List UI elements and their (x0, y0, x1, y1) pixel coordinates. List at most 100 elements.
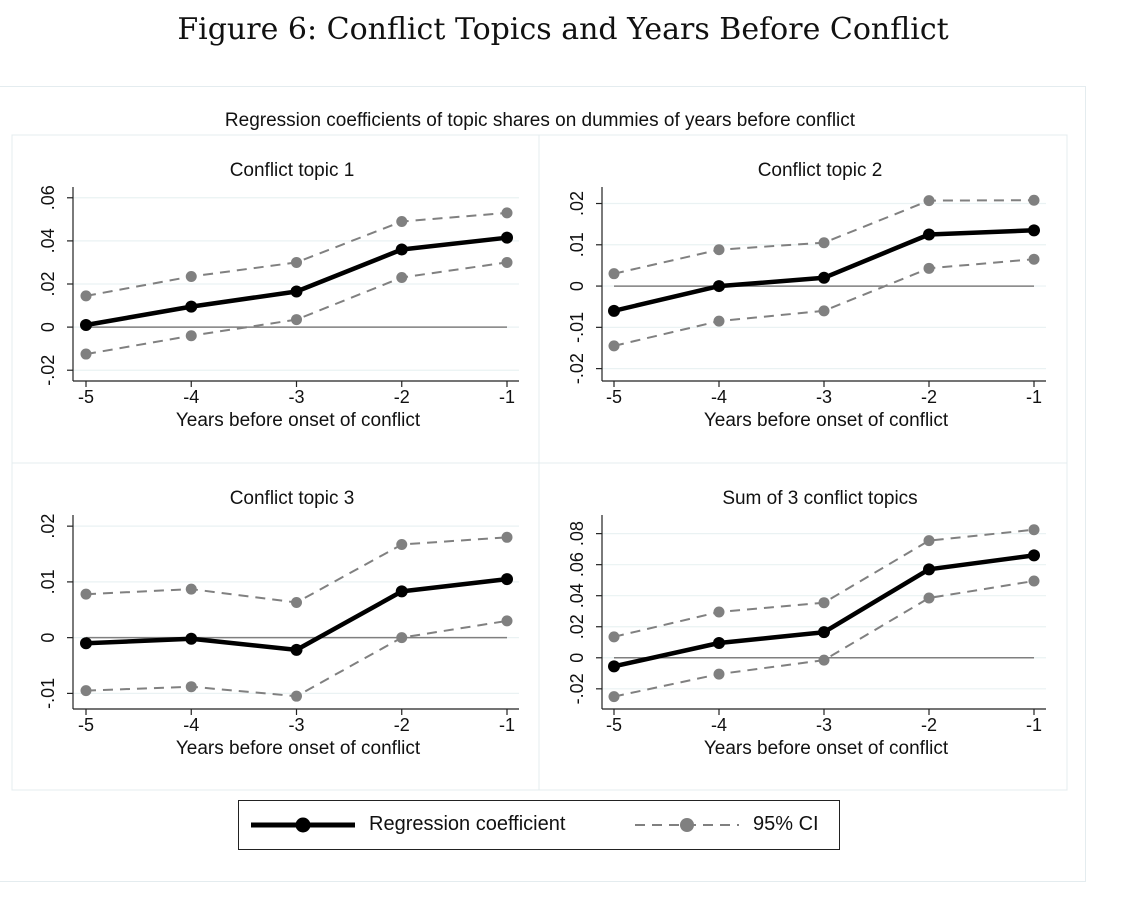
point-coefficient (501, 573, 513, 586)
panel-3: Conflict topic 3 -.01 0 .01 .02 -5 -4 -3 -2 -1 Yea… (11, 462, 540, 791)
point-ci (291, 314, 302, 326)
y-tick-label: .02 (38, 271, 58, 296)
x-axis-title: Years before onset of conflict (176, 410, 421, 431)
point-ci (80, 348, 92, 360)
panel-title: Sum of 3 conflict topics (722, 488, 917, 509)
point-ci (923, 195, 935, 207)
point-coefficient (923, 228, 935, 241)
point-ci (713, 315, 725, 327)
y-tick-label: 0 (38, 322, 58, 332)
point-ci (1028, 575, 1040, 587)
y-tick-label: -.01 (567, 312, 587, 343)
panel-2: Conflict topic 2 -.02 -.01 0 .01 .02 -5 -4 -3 -2 -… (538, 134, 1068, 464)
figure-title: Figure 6: Conflict Topics and Years Befo… (177, 12, 949, 47)
legend-item-ci: 95% CI (635, 801, 819, 848)
y-tick-label: -.02 (567, 673, 587, 704)
x-tick-label: -1 (1026, 715, 1042, 735)
y-tick-label: .02 (38, 514, 58, 539)
panel-border (11, 462, 540, 791)
x-tick-label: -1 (499, 715, 515, 735)
legend-swatch-coefficient (251, 817, 355, 832)
point-ci (713, 606, 725, 618)
legend-swatch-ci (635, 817, 739, 832)
point-ci (1028, 194, 1040, 206)
point-coefficient (395, 243, 408, 256)
point-ci (1028, 253, 1040, 265)
point-ci (923, 262, 935, 274)
x-tick-label: -3 (288, 715, 304, 735)
y-tick-label: -.01 (38, 678, 58, 709)
x-tick-label: -2 (921, 715, 937, 735)
point-coefficient (608, 660, 620, 673)
point-ci (185, 681, 197, 693)
x-tick-label: -4 (183, 715, 199, 735)
panel-1: Conflict topic 1 -.02 0 .02 .04 .06 -5 -4 -3 -2 -1… (11, 134, 540, 464)
x-tick-label: -3 (816, 387, 832, 407)
legend-label-coefficient: Regression coefficient (369, 813, 566, 835)
point-ci (608, 691, 620, 703)
x-tick-label: -2 (921, 387, 937, 407)
point-coefficient (818, 271, 830, 284)
point-ci (291, 690, 302, 702)
x-tick-label: -5 (606, 715, 622, 735)
x-tick-label: -2 (394, 387, 410, 407)
point-coefficient (818, 626, 830, 639)
x-tick-label: -5 (78, 387, 94, 407)
point-ci (501, 615, 513, 627)
x-axis-title: Years before onset of conflict (704, 410, 949, 431)
point-ci (291, 256, 302, 268)
point-ci (396, 215, 408, 227)
point-ci (396, 632, 408, 644)
panel-4: Sum of 3 conflict topics -.02 0 .02 .04 .06 .0… (538, 462, 1068, 791)
y-tick-label: .04 (38, 228, 58, 253)
point-ci (185, 330, 197, 342)
panel-title: Conflict topic 3 (230, 488, 355, 509)
x-tick-label: -1 (1026, 387, 1042, 407)
y-tick-label: .06 (38, 185, 58, 210)
point-ci (608, 340, 620, 352)
point-ci (818, 597, 830, 609)
x-tick-label: -3 (288, 387, 304, 407)
x-axis-title: Years before onset of conflict (176, 738, 421, 759)
point-coefficient (1028, 549, 1040, 562)
x-tick-label: -4 (183, 387, 199, 407)
legend-item-coefficient: Regression coefficient (251, 801, 565, 848)
y-tick-label: .01 (38, 569, 58, 594)
x-tick-label: -4 (711, 715, 727, 735)
overall-title: Regression coefficients of topic shares … (225, 110, 856, 131)
point-ci (501, 256, 513, 268)
point-ci (80, 588, 92, 600)
point-ci (80, 685, 92, 697)
legend-label-ci: 95% CI (753, 813, 819, 835)
point-coefficient (185, 632, 198, 645)
point-ci (608, 268, 620, 280)
point-ci (501, 207, 513, 219)
point-ci (80, 290, 92, 302)
y-tick-label: .01 (567, 232, 587, 257)
y-tick-label: .08 (567, 521, 587, 546)
point-ci (713, 244, 725, 256)
point-ci (923, 592, 935, 604)
point-ci (818, 237, 830, 249)
point-ci (396, 272, 408, 284)
point-coefficient (185, 300, 198, 313)
point-coefficient (713, 637, 725, 650)
point-coefficient (80, 637, 92, 650)
y-tick-label: .04 (567, 583, 587, 608)
point-ci (501, 531, 513, 543)
x-tick-label: -5 (606, 387, 622, 407)
point-ci (923, 535, 935, 547)
x-tick-label: -5 (78, 715, 94, 735)
point-coefficient (290, 643, 303, 656)
point-ci (185, 270, 197, 282)
panels-group: Conflict topic 1 -.02 0 .02 .04 .06 -5 -4 -3 -2 -1… (11, 134, 1068, 791)
point-ci (1028, 524, 1040, 536)
y-tick-label: -.02 (567, 353, 587, 384)
point-coefficient (501, 231, 513, 244)
point-coefficient (1028, 224, 1040, 237)
y-tick-label: 0 (567, 653, 587, 663)
y-tick-label: -.02 (38, 355, 58, 386)
y-tick-label: .02 (567, 614, 587, 639)
panel-border (538, 134, 1068, 464)
